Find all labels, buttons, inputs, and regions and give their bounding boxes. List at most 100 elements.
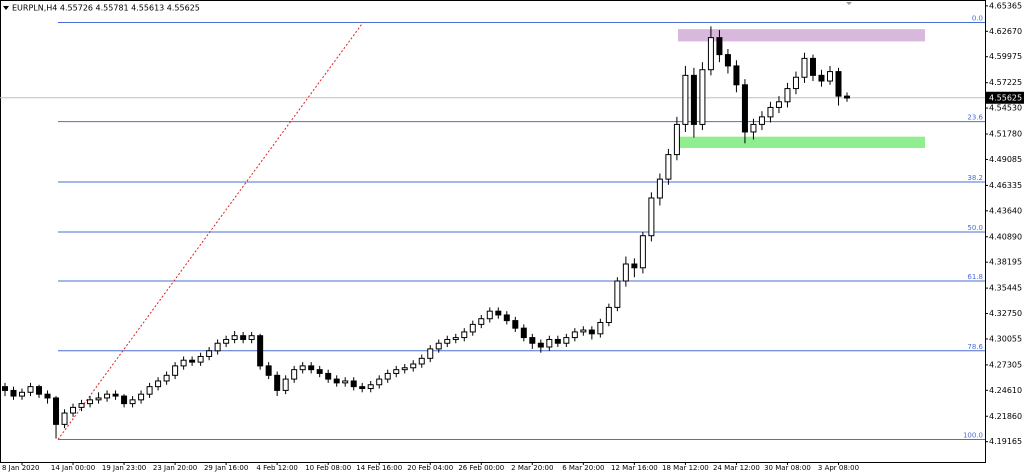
- candle-body: [427, 348, 434, 359]
- candle-body: [809, 57, 816, 76]
- candle-body: [818, 74, 825, 82]
- candle-body: [537, 342, 544, 348]
- candle-body: [792, 76, 799, 90]
- candle-body: [588, 329, 595, 335]
- candle-body: [231, 335, 238, 340]
- candle-body: [733, 65, 740, 86]
- y-tick-label: 4.43640: [989, 206, 1022, 215]
- x-tick-label: 30 Mar 08:00: [764, 464, 811, 472]
- y-tick-label: 4.57225: [989, 78, 1022, 87]
- x-tick-label: 14 Feb 16:00: [356, 464, 402, 472]
- fib-label: 78.6: [967, 343, 983, 351]
- y-tick-label: 4.32750: [989, 309, 1022, 318]
- candle-body: [112, 393, 119, 397]
- candle-body: [172, 365, 179, 376]
- candle-body: [129, 399, 136, 405]
- candle-body: [801, 57, 808, 78]
- x-tick-label: 29 Jan 16:00: [204, 464, 248, 472]
- candle-body: [19, 391, 26, 397]
- candle-body: [554, 338, 561, 344]
- candle-body: [563, 337, 570, 344]
- fib-label: 23.6: [967, 114, 983, 122]
- candle-body: [639, 235, 646, 269]
- candle-body: [163, 374, 170, 382]
- x-tick-label: 23 Jan 20:00: [153, 464, 197, 472]
- candle-body: [342, 380, 349, 384]
- candle-body: [53, 397, 60, 425]
- candle-body: [316, 369, 323, 374]
- candle-body: [333, 378, 340, 384]
- x-tick-label: 24 Mar 12:00: [713, 464, 760, 472]
- candle-body: [665, 154, 672, 180]
- candle-body: [223, 338, 230, 344]
- candle-body: [741, 84, 748, 133]
- candle-body: [826, 71, 833, 82]
- candle-body: [410, 363, 417, 369]
- candle-body: [571, 331, 578, 339]
- y-tick-label: 4.51780: [989, 130, 1022, 139]
- chart-title: EURPLN,H4 4.55726 4.55781 4.55613 4.5562…: [12, 4, 200, 13]
- candle-body: [95, 397, 102, 401]
- candle-body: [775, 101, 782, 108]
- candle-body: [631, 263, 638, 269]
- candle-body: [138, 393, 145, 401]
- candle-body: [750, 123, 757, 133]
- x-tick-label: 19 Jan 23:00: [102, 464, 146, 472]
- y-tick-label: 4.62670: [989, 27, 1022, 36]
- candle-body: [784, 88, 791, 103]
- candle-body: [767, 106, 774, 118]
- candle-body: [758, 116, 765, 125]
- candle-body: [648, 197, 655, 237]
- x-tick-label: 20 Feb 04:00: [407, 464, 453, 472]
- y-tick-label: 4.65365: [989, 1, 1022, 10]
- zone: [678, 29, 925, 42]
- candle-body: [384, 372, 391, 380]
- x-tick-label: 26 Feb 00:00: [458, 464, 504, 472]
- y-tick-label: 4.19165: [989, 437, 1022, 446]
- zone: [678, 136, 925, 148]
- candle-body: [282, 378, 289, 391]
- candle-body: [155, 380, 162, 388]
- shift-marker: [846, 2, 852, 5]
- y-tick-label: 4.24610: [989, 386, 1022, 395]
- menu-arrow[interactable]: [3, 6, 9, 10]
- candle-body: [393, 369, 400, 374]
- candle-body: [614, 280, 621, 308]
- candle-body: [78, 403, 85, 408]
- x-tick-label: 3 Apr 08:00: [818, 464, 859, 472]
- candle-body: [299, 365, 306, 371]
- candle-body: [444, 338, 451, 344]
- candle-body: [435, 342, 442, 350]
- candle-body: [690, 74, 697, 125]
- candle-body: [189, 359, 196, 363]
- candle-body: [844, 95, 850, 99]
- candle-body: [495, 310, 502, 316]
- x-tick-label: 6 Mar 20:00: [562, 464, 604, 472]
- candle-body: [27, 386, 34, 393]
- candle-body: [44, 393, 51, 399]
- y-tick-label: 4.38195: [989, 258, 1022, 267]
- candle-body: [146, 386, 153, 395]
- current-price-label: 4.55625: [989, 93, 1022, 102]
- candle-body: [104, 393, 111, 399]
- candle-body: [274, 374, 281, 391]
- candle-body: [248, 335, 255, 340]
- fib-label: 50.0: [967, 224, 983, 232]
- fib-label: 61.8: [967, 273, 983, 281]
- candle-body: [622, 263, 629, 282]
- x-tick-label: 14 Jan 00:00: [51, 464, 95, 472]
- candle-body: [512, 320, 519, 329]
- x-tick-label: 10 Feb 08:00: [305, 464, 351, 472]
- candle-body: [401, 367, 408, 371]
- candle-body: [452, 337, 459, 340]
- candle-body: [724, 54, 731, 67]
- y-tick-label: 4.59975: [989, 52, 1022, 61]
- candle-body: [206, 350, 213, 357]
- candle-body: [197, 355, 204, 363]
- y-tick-label: 4.30055: [989, 334, 1022, 343]
- candle-body: [835, 71, 842, 97]
- y-tick-label: 4.21860: [989, 412, 1022, 421]
- candle-body: [597, 321, 604, 335]
